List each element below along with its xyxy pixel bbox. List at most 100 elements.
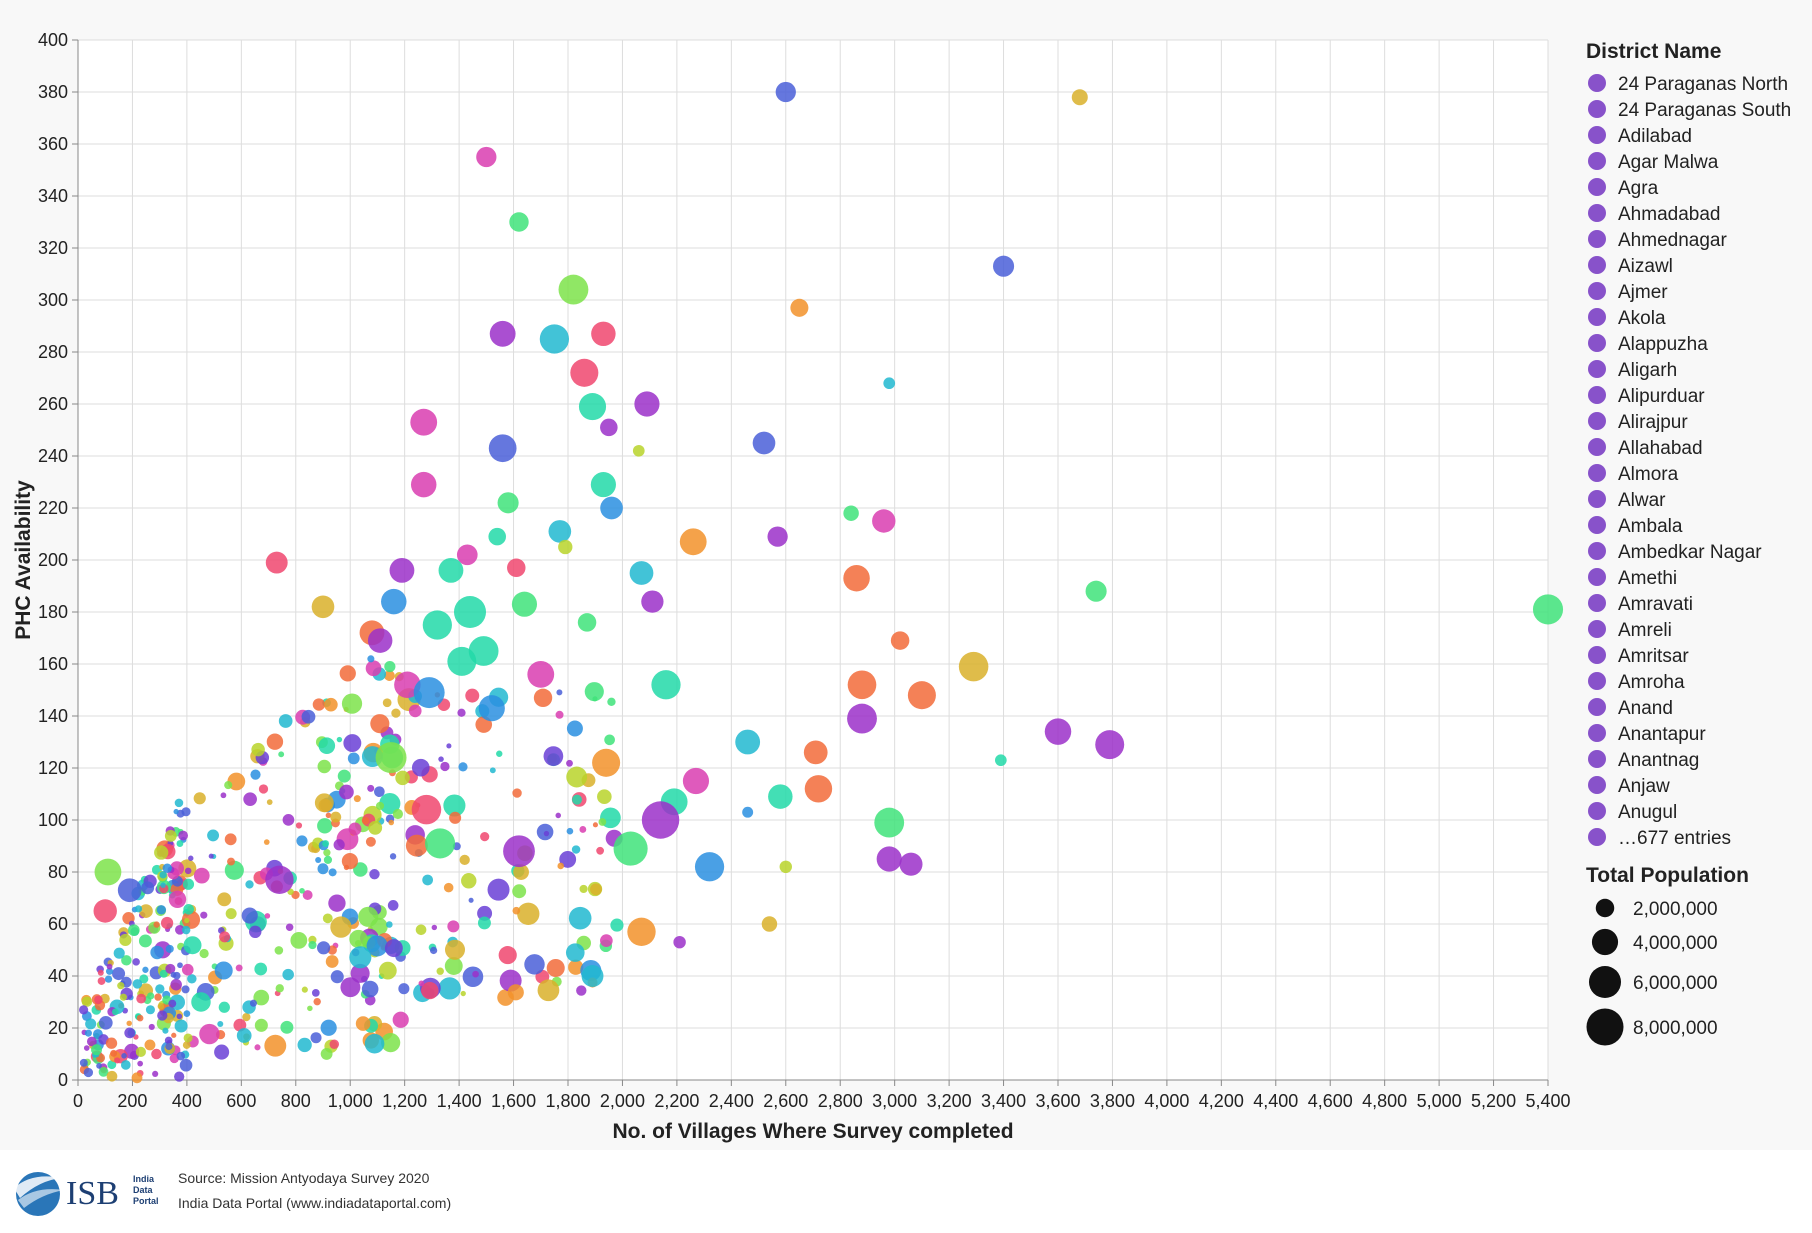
data-point — [157, 1010, 168, 1021]
data-point — [421, 981, 439, 1000]
data-point — [566, 827, 574, 835]
logo-isb-text: ISB — [66, 1175, 119, 1212]
data-point — [513, 864, 529, 880]
data-point — [120, 1060, 131, 1070]
data-point — [170, 971, 177, 978]
data-point — [184, 867, 192, 875]
x-tick-label: 2,400 — [709, 1091, 754, 1111]
data-point — [182, 925, 191, 935]
data-point — [340, 977, 361, 998]
data-point — [224, 833, 237, 846]
data-point — [375, 742, 407, 774]
data-point — [447, 920, 460, 933]
data-point — [568, 959, 584, 975]
data-point — [299, 888, 305, 894]
legend-entry: Anantapur — [1618, 724, 1706, 745]
data-point — [847, 670, 877, 700]
data-point — [315, 856, 322, 863]
data-point — [546, 958, 565, 978]
source-text: Source: Mission Antyodaya Survey 2020 — [178, 1170, 430, 1186]
data-point — [597, 789, 612, 804]
data-point — [184, 917, 190, 924]
data-point — [93, 899, 117, 923]
data-point — [543, 746, 564, 766]
legend-entry: Anantnag — [1618, 750, 1699, 771]
y-tick-label: 300 — [38, 290, 68, 310]
x-axis-title: No. of Villages Where Survey completed — [612, 1120, 1013, 1143]
data-point — [249, 999, 257, 1007]
data-point — [302, 890, 313, 900]
data-point — [182, 1041, 191, 1049]
data-point — [135, 1046, 146, 1057]
data-point — [555, 812, 562, 819]
data-point — [509, 212, 529, 232]
data-point — [596, 846, 605, 855]
data-point — [254, 1018, 268, 1032]
data-point — [408, 704, 422, 718]
data-point — [139, 974, 149, 984]
data-point — [570, 358, 599, 387]
data-point — [151, 1048, 162, 1060]
data-point — [178, 830, 188, 841]
data-point — [438, 756, 444, 762]
data-point — [162, 863, 173, 873]
data-point — [301, 986, 308, 993]
data-point — [613, 831, 648, 866]
x-tick-label: 1,000 — [328, 1091, 373, 1111]
legend-swatch — [1588, 464, 1606, 482]
data-point — [275, 984, 284, 993]
data-point — [208, 853, 214, 859]
data-point — [431, 924, 438, 931]
data-point — [266, 733, 284, 750]
data-point — [382, 698, 392, 708]
data-point — [121, 955, 132, 966]
data-point — [154, 993, 162, 1001]
data-point — [290, 931, 308, 949]
data-point — [651, 670, 681, 700]
data-point — [254, 962, 268, 976]
data-point — [145, 1005, 155, 1015]
data-point — [604, 734, 615, 746]
data-point — [173, 808, 179, 815]
data-point — [139, 904, 153, 918]
legend-swatch — [1588, 386, 1606, 404]
x-tick-label: 1,600 — [491, 1091, 536, 1111]
data-point — [242, 1012, 251, 1022]
data-point — [498, 946, 517, 965]
data-point — [83, 1067, 94, 1078]
legend-swatch — [1588, 698, 1606, 716]
data-point — [413, 677, 445, 709]
data-point — [219, 931, 231, 943]
data-point — [571, 845, 581, 854]
data-point — [179, 1058, 193, 1072]
data-point — [317, 759, 332, 774]
data-point — [320, 1019, 337, 1036]
x-tick-label: 3,400 — [981, 1091, 1026, 1111]
data-point — [790, 298, 809, 317]
data-point — [872, 509, 896, 533]
data-point — [131, 1072, 143, 1084]
data-point — [154, 845, 169, 860]
data-point — [566, 759, 573, 767]
y-tick-label: 120 — [38, 758, 68, 778]
data-point — [367, 628, 393, 653]
data-point — [365, 836, 376, 847]
data-point — [308, 940, 317, 950]
data-point — [307, 1005, 313, 1012]
legend-swatch — [1588, 594, 1606, 612]
data-point — [375, 801, 385, 810]
data-point — [641, 590, 664, 613]
data-point — [1095, 730, 1125, 760]
data-point — [183, 903, 194, 915]
x-tick-label: 3,000 — [872, 1091, 917, 1111]
data-point — [94, 858, 122, 886]
legend-entry: 24 Paraganas North — [1618, 74, 1788, 95]
data-point — [227, 857, 236, 866]
legend-swatch — [1588, 126, 1606, 144]
data-point — [191, 992, 211, 1012]
data-point — [761, 916, 778, 932]
data-point — [524, 954, 545, 975]
data-point — [217, 1020, 224, 1027]
data-point — [512, 788, 522, 798]
y-tick-label: 0 — [58, 1070, 68, 1090]
